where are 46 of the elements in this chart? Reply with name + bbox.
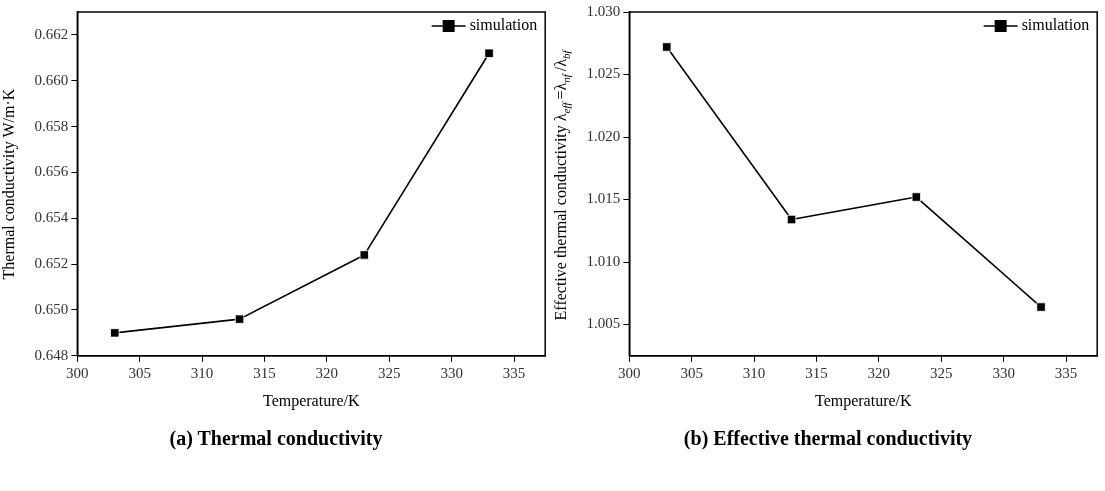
y-tick-label: 0.650: [34, 300, 69, 317]
text: (b) Effective thermal conductivity: [682, 427, 974, 450]
x-tick-label: 335: [1054, 364, 1078, 381]
y-tick-label: 0.652: [34, 255, 69, 272]
x-tick-label: 305: [128, 364, 151, 381]
y-tick-label: 1.010: [586, 252, 621, 269]
y-axis-title: Effective thermal conductivity λeff=λnf/λbf: [552, 48, 572, 321]
y-tick-label: 1.015: [586, 190, 621, 207]
point: [234, 314, 245, 324]
x-tick-label: 315: [253, 364, 276, 381]
x-tick-label: 335: [502, 364, 526, 381]
point: [662, 42, 672, 52]
y-tick-label: 0.648: [34, 346, 69, 363]
x-tick-label: 330: [992, 364, 1015, 381]
point: [911, 192, 921, 202]
x-tick-label: 320: [315, 364, 339, 381]
point: [110, 328, 120, 338]
y-tick-label: 0.662: [34, 25, 69, 42]
x-tick-label: 325: [378, 364, 401, 381]
y-tick-label: 0.656: [34, 163, 69, 180]
x-tick-label: 320: [867, 364, 891, 381]
y-tick-label: 1.005: [586, 315, 621, 332]
text: (a) Thermal conductivity: [168, 427, 384, 450]
point: [484, 48, 494, 58]
legend-label: simulation: [469, 16, 538, 34]
y-tick-label: 1.025: [586, 65, 621, 82]
x-tick-label: 330: [440, 364, 463, 381]
x-tick-label: 300: [618, 364, 641, 381]
point: [359, 250, 369, 260]
x-tick-label: 310: [742, 364, 766, 381]
x-tick-label: 310: [190, 364, 214, 381]
y-tick-label: 1.020: [586, 127, 621, 144]
x-tick-label: 325: [930, 364, 953, 381]
y-tick-label: 0.660: [34, 71, 69, 88]
legend-label: simulation: [1021, 16, 1090, 34]
x-axis-title: Temperature/K: [814, 391, 913, 410]
x-tick-label: 315: [805, 364, 828, 381]
y-tick-label: 1.030: [586, 2, 621, 19]
point: [1036, 302, 1046, 312]
point: [786, 214, 797, 225]
x-tick-label: 300: [66, 364, 89, 381]
y-tick-label: 0.654: [34, 209, 69, 226]
y-axis-title: Thermal conductivity W/m·K: [0, 88, 19, 280]
x-axis-title: Temperature/K: [262, 391, 361, 410]
x-tick-label: 305: [680, 364, 703, 381]
y-tick-label: 0.658: [34, 117, 69, 134]
